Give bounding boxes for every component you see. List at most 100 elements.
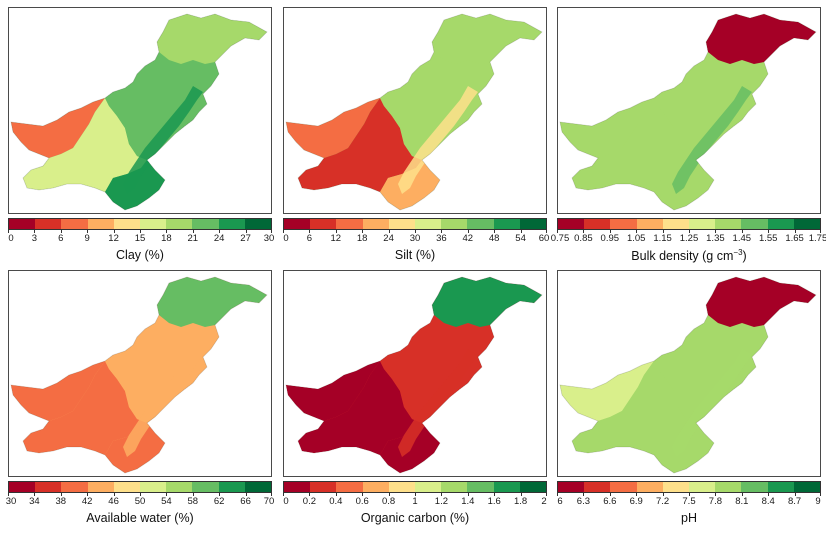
colorbar-tick-label: 6: [58, 233, 64, 244]
colorbar: [8, 218, 272, 230]
colorbar-segment: [558, 219, 585, 229]
colorbar-tick-label: 1.15: [653, 233, 672, 244]
colorbar-segment: [767, 482, 794, 492]
colorbar-tick-mark: [245, 229, 247, 233]
country-outline: [559, 13, 817, 211]
region-balochistan-west: [560, 98, 654, 158]
colorbar-segment: [113, 219, 141, 229]
region-indus: [398, 349, 478, 457]
map-regions: [286, 14, 542, 210]
colorbar-segment: [87, 482, 114, 492]
colorbar-segment: [584, 482, 611, 492]
colorbar-tick-mark: [662, 229, 664, 233]
colorbar-tick-label: 27: [240, 233, 251, 244]
colorbar-tick-mark: [60, 229, 62, 233]
region-north: [432, 277, 542, 327]
colorbar-tick-mark: [494, 492, 496, 496]
colorbar-segment: [192, 219, 219, 229]
colorbar-tick-label: 1: [412, 496, 418, 507]
map-regions: [286, 277, 542, 473]
colorbar-tick-mark: [689, 492, 690, 496]
colorbar-segment: [584, 219, 611, 229]
colorbar-segment: [467, 482, 494, 492]
colorbar-tick-mark: [113, 492, 115, 496]
map-frame: [8, 7, 272, 214]
colorbar-tick-mark: [557, 492, 558, 496]
region-balochistan-west: [286, 361, 380, 421]
colorbar-tick-label: 8.1: [735, 496, 749, 507]
panel-organic-carbon: 0 0.2 0.4 0.6 0.8 1 1.2 1.4 1.6 1.8 2 Organic carb…: [283, 270, 549, 534]
colorbar-tick-label: 50: [134, 496, 146, 507]
colorbar-tick-mark: [415, 229, 416, 233]
colorbar-tick-mark: [441, 229, 443, 233]
map-svg: [285, 276, 543, 474]
colorbar-segment: [415, 219, 442, 229]
colorbar-segment: [336, 219, 363, 229]
map-frame: [8, 270, 272, 477]
colorbar-tick-mark: [283, 229, 284, 233]
colorbar-tick-label: 60: [538, 233, 550, 244]
colorbar-tick-mark: [362, 492, 364, 496]
panel-ph: 6 6.3 6.6 6.9 7.2 7.5 7.8 8.1 8.4 8.7 9 pH: [557, 270, 823, 534]
colorbar-segment: [662, 219, 690, 229]
colorbar-tick-mark: [140, 229, 141, 233]
colorbar-tick-mark: [219, 229, 221, 233]
colorbar-segment: [388, 219, 416, 229]
colorbar-tick-mark: [388, 229, 390, 233]
colorbar-segment: [689, 482, 716, 492]
colorbar-tick-label: 1.35: [706, 233, 725, 244]
colorbar-tick-label: 30: [5, 496, 17, 507]
colorbar-segment: [767, 219, 794, 229]
colorbar-tick-mark: [662, 492, 664, 496]
colorbar-tick-label: 36: [436, 233, 447, 244]
colorbar-tick-label: 1.75: [808, 233, 826, 244]
colorbar-tick-mark: [494, 229, 496, 233]
colorbar-tick-label: 0.85: [574, 233, 593, 244]
map-frame: [557, 270, 821, 477]
colorbar-tick-label: 0: [283, 233, 289, 244]
panel-bulk-density: 0.75 0.85 0.95 1.05 1.15 1.25 1.35 1.45 1.55 1.65…: [551, 7, 826, 271]
colorbar-label: pH: [681, 511, 697, 525]
colorbar-segment: [87, 219, 114, 229]
colorbar-segment: [218, 219, 245, 229]
colorbar-segment: [441, 219, 468, 229]
colorbar-tick-mark: [8, 229, 9, 233]
colorbar-ticks: 0 6 12 18 24 30 36 42 48 54 60: [283, 229, 550, 245]
colorbar-tick-mark: [520, 229, 522, 233]
colorbar-tick-label: 0.6: [355, 496, 369, 507]
colorbar-tick-label: 12: [330, 233, 342, 244]
region-southwest: [23, 98, 147, 192]
colorbar-ticks: 30 34 38 42 46 50 54 58 62 66 70: [5, 492, 274, 508]
region-balochistan-west: [11, 98, 105, 158]
colorbar-tick-mark: [820, 229, 821, 233]
colorbar-tick-mark: [441, 492, 443, 496]
country-outline: [285, 13, 543, 211]
region-indus: [398, 86, 478, 194]
colorbar-tick-mark: [34, 492, 36, 496]
colorbar-segment: [192, 482, 219, 492]
colorbar-tick-label: 8.4: [761, 496, 775, 507]
colorbar-segment: [166, 482, 193, 492]
colorbar-tick-label: 1.2: [434, 496, 448, 507]
colorbar-tick-label: 0.4: [329, 496, 343, 507]
colorbar-segment: [715, 482, 742, 492]
colorbar-tick-mark: [34, 229, 36, 233]
colorbar-segment: [793, 219, 821, 229]
region-indus: [672, 86, 752, 194]
colorbar-label: Bulk density (g cm−3): [631, 248, 747, 264]
colorbar-tick-mark: [60, 492, 62, 496]
colorbar-tick-label: 12: [108, 233, 119, 244]
colorbar-tick-label: 1.6: [487, 496, 501, 507]
colorbar-tick-mark: [794, 492, 796, 496]
colorbar-tick-mark: [715, 229, 717, 233]
colorbar-tick-label: 1.55: [758, 233, 778, 244]
colorbar-segment: [610, 219, 637, 229]
colorbar-label: Available water (%): [86, 511, 194, 525]
colorbar-ticks: 0 3 6 9 12 15 18 21 24 27 30: [8, 229, 274, 245]
colorbar-tick-mark: [283, 492, 284, 496]
colorbar-segment: [558, 482, 585, 492]
map-frame: [283, 7, 547, 214]
colorbar-tick-label: 1.8: [513, 496, 528, 507]
colorbar-segment: [636, 219, 663, 229]
colorbar-segment: [284, 219, 311, 229]
